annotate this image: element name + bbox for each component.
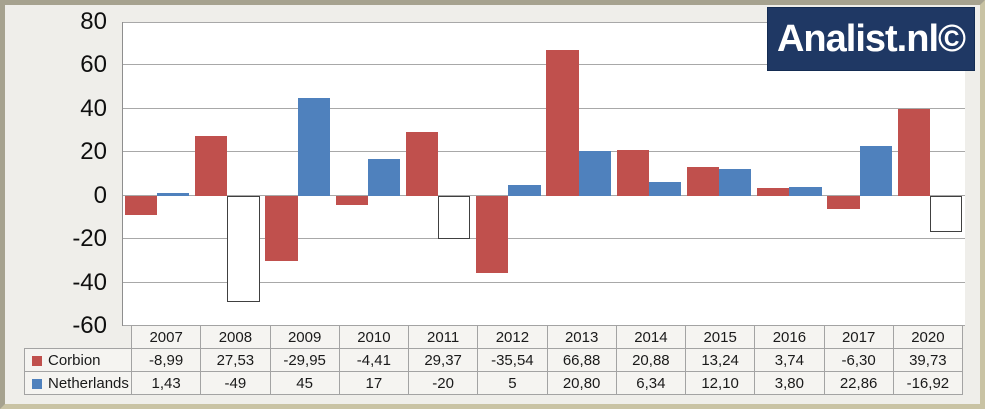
- corbion-value-2010: -4,41: [338, 348, 410, 372]
- year-cell-2009: 2009: [269, 325, 340, 349]
- corbion-value-2009: -29,95: [269, 348, 340, 372]
- bar-corbion-2020: [897, 109, 930, 196]
- corbion-value-2015: 13,24: [684, 348, 756, 372]
- analist-logo-text: Analist.nl©: [776, 17, 966, 60]
- y-tick-label-80: 80: [80, 8, 107, 35]
- corbion-value-2013: 66,88: [546, 348, 617, 372]
- corbion-value-2020: 39,73: [892, 348, 964, 372]
- bar-corbion-2011: [405, 131, 439, 196]
- legend-label-netherlands: Netherlands: [48, 374, 129, 392]
- bar-corbion-2014: [616, 150, 649, 196]
- corbion-value-2007: -8,99: [130, 348, 202, 372]
- netherlands-value-2015: 12,10: [684, 371, 756, 395]
- y-tick-label-0: 0: [93, 181, 107, 209]
- data-table: 2007 2008 2009 2010 2011 2012 2013 2014 2015 2016…: [24, 325, 964, 395]
- netherlands-value-2008: -49: [200, 371, 271, 395]
- year-cell-2011: 2011: [407, 325, 479, 349]
- bar-netherlands-2010: [367, 158, 401, 196]
- y-tick-label--20: -20: [72, 225, 107, 253]
- year-cell-2020: 2020: [892, 325, 964, 349]
- bar-netherlands-2011: [438, 195, 471, 240]
- netherlands-value-2017: 22,86: [823, 371, 894, 395]
- legend-cell-netherlands: Netherlands: [24, 371, 132, 395]
- gridline-40: [122, 107, 965, 109]
- bar-netherlands-2012: [508, 184, 541, 196]
- bar-netherlands-2008: [227, 195, 260, 303]
- netherlands-value-2010: 17: [338, 371, 410, 395]
- table-corner-blank: [25, 326, 132, 349]
- netherlands-value-2009: 45: [269, 371, 340, 395]
- netherlands-value-2020: -16,92: [892, 371, 964, 395]
- plot-area: [122, 22, 965, 326]
- y-tick-label-60: 60: [80, 51, 107, 79]
- bar-netherlands-2015: [719, 169, 752, 196]
- legend-swatch-netherlands: [32, 378, 42, 389]
- bar-corbion-2007: [124, 195, 158, 216]
- netherlands-value-2016: 3,80: [754, 371, 825, 395]
- year-cell-2012: 2012: [477, 325, 548, 349]
- corbion-value-2008: 27,53: [200, 348, 271, 372]
- corbion-value-2017: -6,30: [823, 348, 894, 372]
- bar-netherlands-2013: [578, 150, 611, 196]
- year-cell-2013: 2013: [546, 325, 617, 349]
- y-tick-label--60: -60: [72, 312, 107, 339]
- corbion-value-2014: 20,88: [615, 348, 687, 372]
- gridline-80: [122, 22, 965, 23]
- bar-corbion-2015: [686, 166, 720, 196]
- year-cell-2010: 2010: [338, 325, 410, 349]
- y-axis-line: [122, 22, 123, 326]
- legend-label-corbion: Corbion: [48, 351, 101, 369]
- bar-corbion-2017: [827, 195, 860, 210]
- bar-netherlands-2016: [789, 187, 822, 196]
- corbion-value-2011: 29,37: [407, 348, 479, 372]
- table-row-years: 2007 2008 2009 2010 2011 2012 2013 2014 2015 2016…: [25, 325, 964, 349]
- y-tick-label-40: 40: [80, 94, 107, 122]
- year-cell-2014: 2014: [615, 325, 687, 349]
- year-cell-2016: 2016: [754, 325, 825, 349]
- gridline--20: [122, 238, 965, 240]
- legend-cell-corbion: Corbion: [24, 348, 132, 372]
- bar-corbion-2016: [757, 187, 790, 196]
- legend-swatch-corbion: [32, 355, 42, 366]
- bar-corbion-2012: [476, 195, 509, 273]
- bar-corbion-2009: [265, 195, 298, 261]
- bar-netherlands-2007: [157, 192, 190, 196]
- year-cell-2007: 2007: [130, 325, 202, 349]
- analist-logo: Analist.nl©: [767, 7, 975, 71]
- table-row-corbion: Corbion -8,99 27,53 -29,95 -4,41 29,37 -35,54 6…: [24, 348, 964, 372]
- bar-netherlands-2017: [859, 146, 892, 196]
- bar-corbion-2010: [335, 195, 368, 206]
- gridline-60: [122, 64, 965, 66]
- bar-corbion-2008: [195, 135, 228, 196]
- gridline--40: [122, 281, 965, 283]
- y-tick-label-20: 20: [80, 138, 107, 166]
- netherlands-value-2011: -20: [407, 371, 479, 395]
- bar-netherlands-2020: [929, 195, 963, 233]
- corbion-value-2016: 3,74: [754, 348, 825, 372]
- gridline-0: [122, 194, 965, 196]
- year-cell-2015: 2015: [684, 325, 756, 349]
- netherlands-value-2007: 1,43: [130, 371, 202, 395]
- gridline-20: [122, 151, 965, 153]
- bar-netherlands-2009: [297, 98, 330, 196]
- netherlands-value-2014: 6,34: [615, 371, 687, 395]
- corbion-value-2012: -35,54: [477, 348, 548, 372]
- y-tick-label--40: -40: [72, 268, 107, 296]
- table-row-netherlands: Netherlands 1,43 -49 45 17 -20 5 20,80 6,34 12,10…: [24, 371, 964, 395]
- netherlands-value-2013: 20,80: [546, 371, 617, 395]
- netherlands-value-2012: 5: [477, 371, 548, 395]
- year-cell-2008: 2008: [200, 325, 271, 349]
- year-cell-2017: 2017: [823, 325, 894, 349]
- bar-netherlands-2014: [648, 181, 682, 196]
- bar-corbion-2013: [546, 50, 579, 196]
